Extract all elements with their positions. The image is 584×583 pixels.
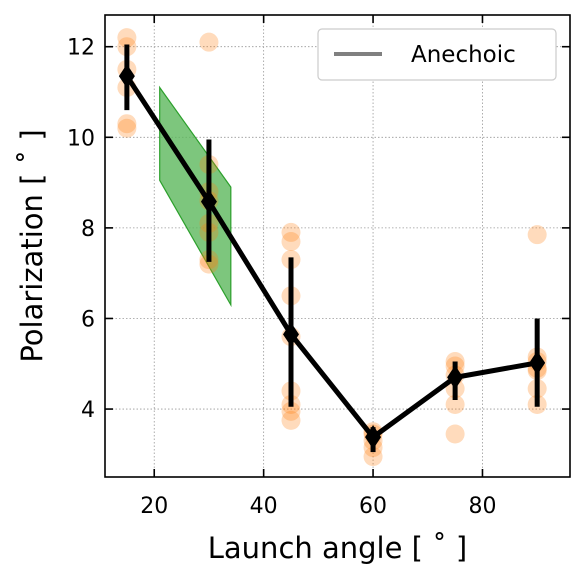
ticks: 20 40 60 80 4 6 8 10 12 xyxy=(67,15,570,519)
y-tick-label: 8 xyxy=(81,217,95,242)
x-tick-label: 20 xyxy=(140,494,168,519)
data-point xyxy=(199,32,219,52)
errorbar-layer xyxy=(124,44,540,453)
x-axis-label: Launch angle [ ˚ ] xyxy=(208,531,467,565)
y-tick-label: 4 xyxy=(81,398,95,423)
x-tick-label: 60 xyxy=(359,494,387,519)
y-tick-label: 6 xyxy=(81,307,95,332)
grid xyxy=(105,15,570,477)
y-tick-label: 10 xyxy=(67,126,95,151)
band-layer xyxy=(159,85,232,308)
data-point xyxy=(117,114,137,134)
legend-label: Anechoic xyxy=(411,42,516,68)
plot-frame xyxy=(104,14,571,478)
y-axis-label: Polarization [ ˚ ] xyxy=(15,129,49,362)
data-point xyxy=(117,118,137,138)
x-tick-label: 40 xyxy=(250,494,278,519)
mean-marker xyxy=(529,350,546,375)
mean-line xyxy=(124,74,538,440)
legend-box xyxy=(317,28,557,81)
mean-layer xyxy=(118,64,546,450)
data-point xyxy=(281,231,301,251)
mean-marker xyxy=(283,322,299,347)
y-tick-label: 12 xyxy=(67,36,95,61)
data-point xyxy=(527,225,547,245)
data-point xyxy=(281,410,301,430)
mean-marker xyxy=(200,189,217,214)
mean-marker xyxy=(118,64,135,89)
data-point xyxy=(281,222,301,242)
x-tick-label: 80 xyxy=(468,494,496,519)
data-point xyxy=(281,401,301,421)
data-point xyxy=(445,395,465,415)
data-point xyxy=(117,28,137,48)
legend: Anechoic xyxy=(317,28,557,81)
data-point xyxy=(199,254,219,274)
mean-marker xyxy=(447,365,464,390)
data-point xyxy=(363,447,383,467)
shaded-band xyxy=(159,85,232,308)
data-point xyxy=(445,424,465,444)
mean-marker xyxy=(365,425,382,450)
